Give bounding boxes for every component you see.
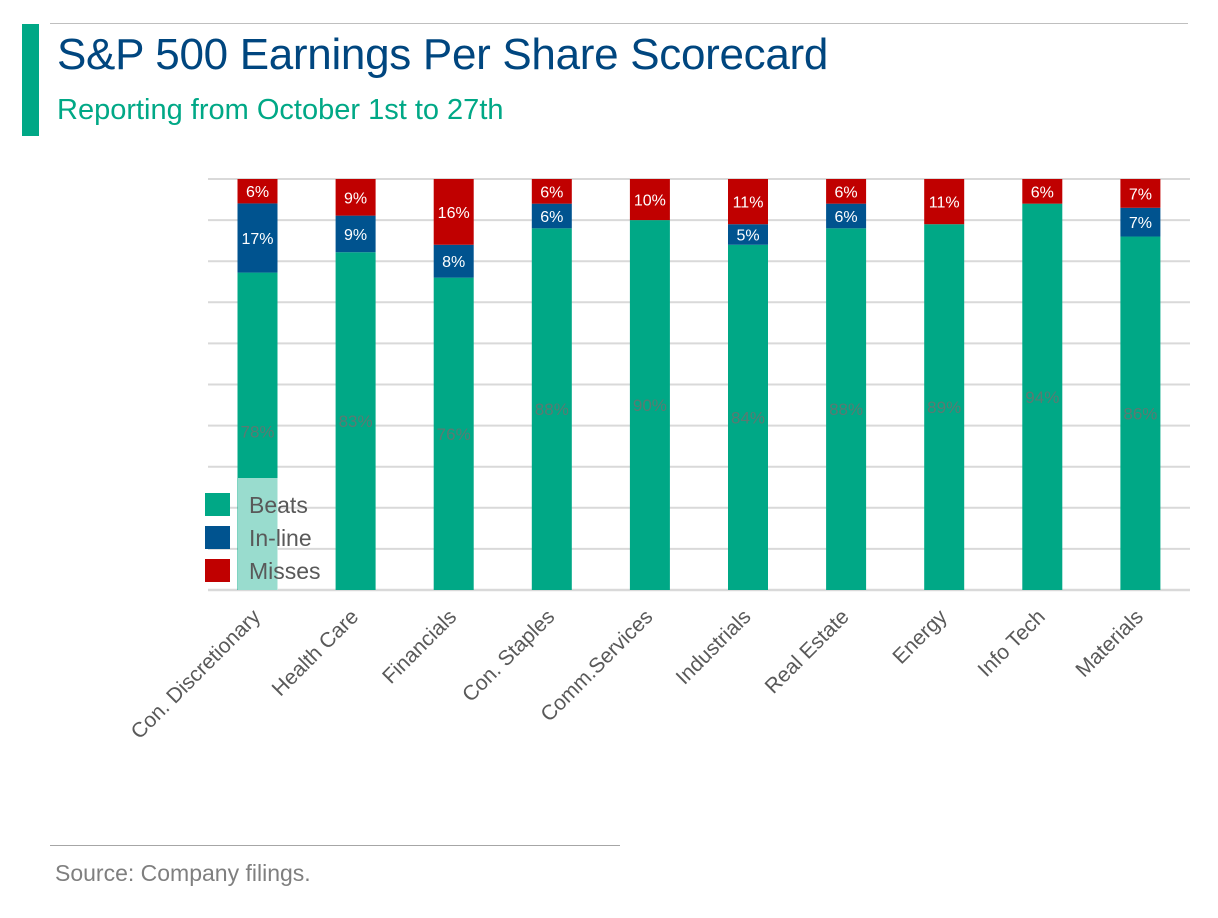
legend-swatch (205, 526, 230, 549)
legend-swatch (205, 493, 230, 516)
data-label: 16% (438, 205, 470, 222)
data-label: 90% (633, 396, 667, 415)
bar-segment-in-line (433, 244, 474, 278)
data-label: 86% (1123, 404, 1157, 423)
legend-label: Misses (249, 558, 321, 584)
data-label: 8% (442, 254, 465, 271)
bar-segment-misses (1120, 179, 1161, 208)
bar-segment-in-line (335, 215, 376, 253)
data-label: 76% (437, 425, 471, 444)
bar-segment-misses (531, 179, 572, 204)
data-label: 7% (1129, 215, 1152, 232)
category-label: Real Estate (761, 605, 854, 698)
data-label: 9% (344, 190, 367, 207)
bar-segment-beats (335, 252, 376, 590)
data-label: 94% (1025, 388, 1059, 407)
bar-segment-beats (728, 244, 768, 590)
legend-label: In-line (249, 525, 312, 551)
data-label: 88% (535, 400, 569, 419)
bar-segment-misses (433, 179, 474, 245)
legend-backdrop (238, 478, 278, 590)
chart-title: S&P 500 Earnings Per Share Scorecard (57, 30, 829, 79)
data-label: 17% (241, 231, 273, 248)
bar-segment-beats (924, 224, 965, 590)
data-label: 83% (339, 412, 373, 431)
bar-segment-misses (728, 179, 768, 225)
bar-segment-misses (924, 179, 965, 225)
bar-segment-in-line (1120, 207, 1161, 237)
category-label: Financials (378, 605, 461, 688)
category-label: Health Care (268, 605, 364, 701)
data-label: 78% (240, 422, 274, 441)
bar-segment-in-line (531, 203, 572, 229)
data-label: 84% (731, 408, 765, 427)
source-rule (50, 845, 620, 846)
data-label: 7% (1129, 186, 1152, 203)
bar-segment-in-line (237, 203, 278, 273)
legend-label: Beats (249, 492, 308, 518)
bar-segment-misses (629, 179, 670, 221)
bar-segment-beats (1022, 203, 1063, 590)
data-label: 88% (829, 400, 863, 419)
data-label: 6% (246, 184, 269, 201)
bar-segment-beats (433, 277, 474, 590)
legend-swatch (205, 559, 230, 582)
data-label: 10% (634, 193, 666, 210)
data-label: 9% (344, 227, 367, 244)
bar-segment-in-line (826, 203, 867, 229)
source-note: Source: Company filings. (55, 860, 311, 886)
title-accent-bar (22, 24, 39, 136)
bar-segment-in-line (728, 224, 768, 245)
category-label: Con. Staples (458, 605, 559, 706)
data-label: 6% (835, 209, 858, 226)
bar-segment-misses (237, 179, 278, 204)
data-label: 11% (929, 195, 960, 212)
bar-segment-misses (826, 179, 867, 204)
bar-segment-beats (629, 220, 670, 590)
bar-segment-misses (1022, 179, 1063, 204)
bar-segment-beats (1120, 236, 1161, 591)
category-label: Materials (1071, 605, 1148, 682)
category-label: Industrials (672, 605, 756, 689)
data-label: 6% (1031, 184, 1054, 201)
data-label: 5% (736, 227, 759, 244)
bar-segment-beats (531, 228, 572, 590)
bar-segment-beats (826, 228, 867, 590)
category-label: Info Tech (974, 605, 1050, 681)
data-label: 6% (540, 184, 563, 201)
chart-subtitle: Reporting from October 1st to 27th (57, 94, 504, 126)
top-rule (50, 23, 1188, 24)
category-label: Energy (888, 605, 952, 669)
data-label: 6% (540, 209, 563, 226)
data-label: 89% (927, 398, 961, 417)
data-label: 11% (733, 195, 764, 212)
bar-segment-misses (335, 179, 376, 216)
data-label: 6% (835, 184, 858, 201)
category-label: Con. Discretionary (127, 605, 266, 744)
